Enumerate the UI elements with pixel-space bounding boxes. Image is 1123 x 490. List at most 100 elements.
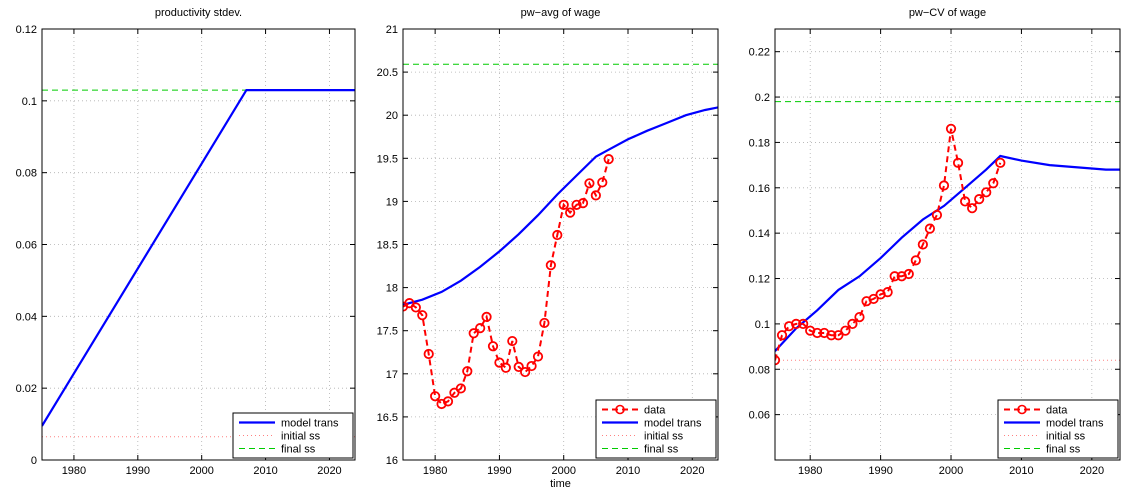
data-point (775, 355, 781, 366)
plot-area (775, 29, 1120, 460)
x-tick-label: 2000 (189, 465, 213, 477)
chart-title: pw−CV of wage (909, 7, 986, 19)
data-point (442, 396, 454, 407)
legend-label-data: data (1046, 405, 1068, 417)
x-tick-label: 2000 (551, 465, 575, 477)
y-tick-label: 0.12 (749, 274, 770, 286)
data-point (481, 311, 492, 323)
data-point (812, 327, 823, 339)
subplot-1: 1980 1990 2000 2010 2020 0 0.02 0.04 0.06 0.08 0.1… (16, 7, 356, 477)
data-point (552, 229, 563, 241)
chart-title: pw−avg of wage (521, 7, 601, 19)
data-point (967, 203, 978, 214)
data-point (924, 223, 935, 234)
y-tick-label: 16 (386, 455, 398, 467)
y-tick-label: 0 (31, 455, 37, 467)
x-tick-label: 2010 (1009, 465, 1033, 477)
data-point (468, 328, 479, 339)
x-tick-label: 2020 (1080, 465, 1104, 477)
data-point (558, 199, 569, 210)
data-point (791, 318, 802, 329)
subplot-2: 1980 1990 2000 2010 2020 16 16.5 17 17.5 18 18.5 19… (377, 7, 719, 490)
data-point (430, 391, 441, 402)
y-tick-label: 0.22 (749, 47, 770, 59)
data-point (590, 190, 601, 201)
legend-label-model-trans: model trans (281, 418, 339, 430)
data-point (868, 293, 879, 305)
data-point (597, 177, 608, 188)
data-point (931, 209, 943, 221)
data-point (974, 194, 985, 205)
data-point (487, 341, 499, 352)
data-point (455, 383, 466, 394)
data-point (565, 207, 576, 218)
data-point (436, 398, 447, 410)
legend-label-initial-ss: initial ss (644, 431, 684, 443)
axes-frame (41, 28, 356, 461)
data-point (417, 310, 428, 321)
legend-marker-data (1017, 404, 1027, 415)
y-tick-label: 17 (386, 369, 398, 381)
legend-label-data: data (644, 405, 666, 417)
series-group (403, 63, 718, 410)
legend-label-final-ss: final ss (1046, 444, 1081, 456)
data-point (520, 366, 531, 378)
y-tick-label: 0.04 (16, 311, 37, 323)
data-point (500, 362, 511, 373)
series-group (775, 101, 1120, 366)
y-tick-label: 0.06 (749, 410, 770, 422)
data-point (532, 351, 544, 362)
data-point (952, 157, 964, 168)
x-tick-label: 1990 (126, 465, 150, 477)
series-line-model-trans (775, 154, 1120, 352)
data-point (475, 323, 486, 334)
y-tick-label: 0.06 (16, 240, 37, 252)
data-point (882, 287, 893, 298)
data-point (539, 317, 550, 329)
data-point (507, 335, 518, 347)
x-axis-label: time (550, 478, 571, 490)
legend-label-final-ss: final ss (281, 444, 316, 456)
y-tick-label: 0.02 (16, 383, 37, 395)
data-point (462, 366, 473, 377)
y-tick-label: 19.5 (377, 153, 398, 165)
data-point (826, 330, 837, 341)
x-tick-label: 2000 (939, 465, 963, 477)
data-point (917, 239, 928, 250)
data-point (603, 154, 614, 165)
legend-label-model-trans: model trans (1046, 418, 1104, 430)
x-tick-label: 2010 (616, 465, 640, 477)
data-point (938, 180, 950, 191)
legend-label-initial-ss: initial ss (1046, 431, 1086, 443)
data-point (988, 178, 999, 189)
y-tick-label: 0.18 (749, 137, 770, 149)
data-point (776, 330, 788, 341)
data-point (960, 196, 971, 207)
data-point (945, 123, 957, 134)
y-tick-label: 0.2 (755, 92, 770, 104)
y-tick-label: 20.5 (377, 67, 398, 79)
y-tick-label: 17.5 (377, 326, 398, 338)
legend-label-model-trans: model trans (644, 418, 702, 430)
series-line-data (403, 158, 610, 406)
series-line-model-trans (403, 106, 718, 306)
y-tick-label: 18.5 (377, 240, 398, 252)
y-tick-label: 0.1 (755, 319, 770, 331)
data-point (903, 268, 914, 280)
data-point (889, 271, 900, 282)
x-tick-label: 1980 (798, 465, 822, 477)
data-point (513, 361, 524, 373)
y-tick-label: 16.5 (377, 412, 398, 424)
data-point (526, 360, 537, 372)
y-tick-label: 0.12 (16, 24, 37, 36)
legend-label-initial-ss: initial ss (281, 431, 321, 443)
y-tick-label: 0.08 (16, 168, 37, 180)
legend-box (232, 412, 354, 459)
y-tick-label: 0.1 (22, 96, 37, 108)
x-tick-label: 2010 (253, 465, 277, 477)
